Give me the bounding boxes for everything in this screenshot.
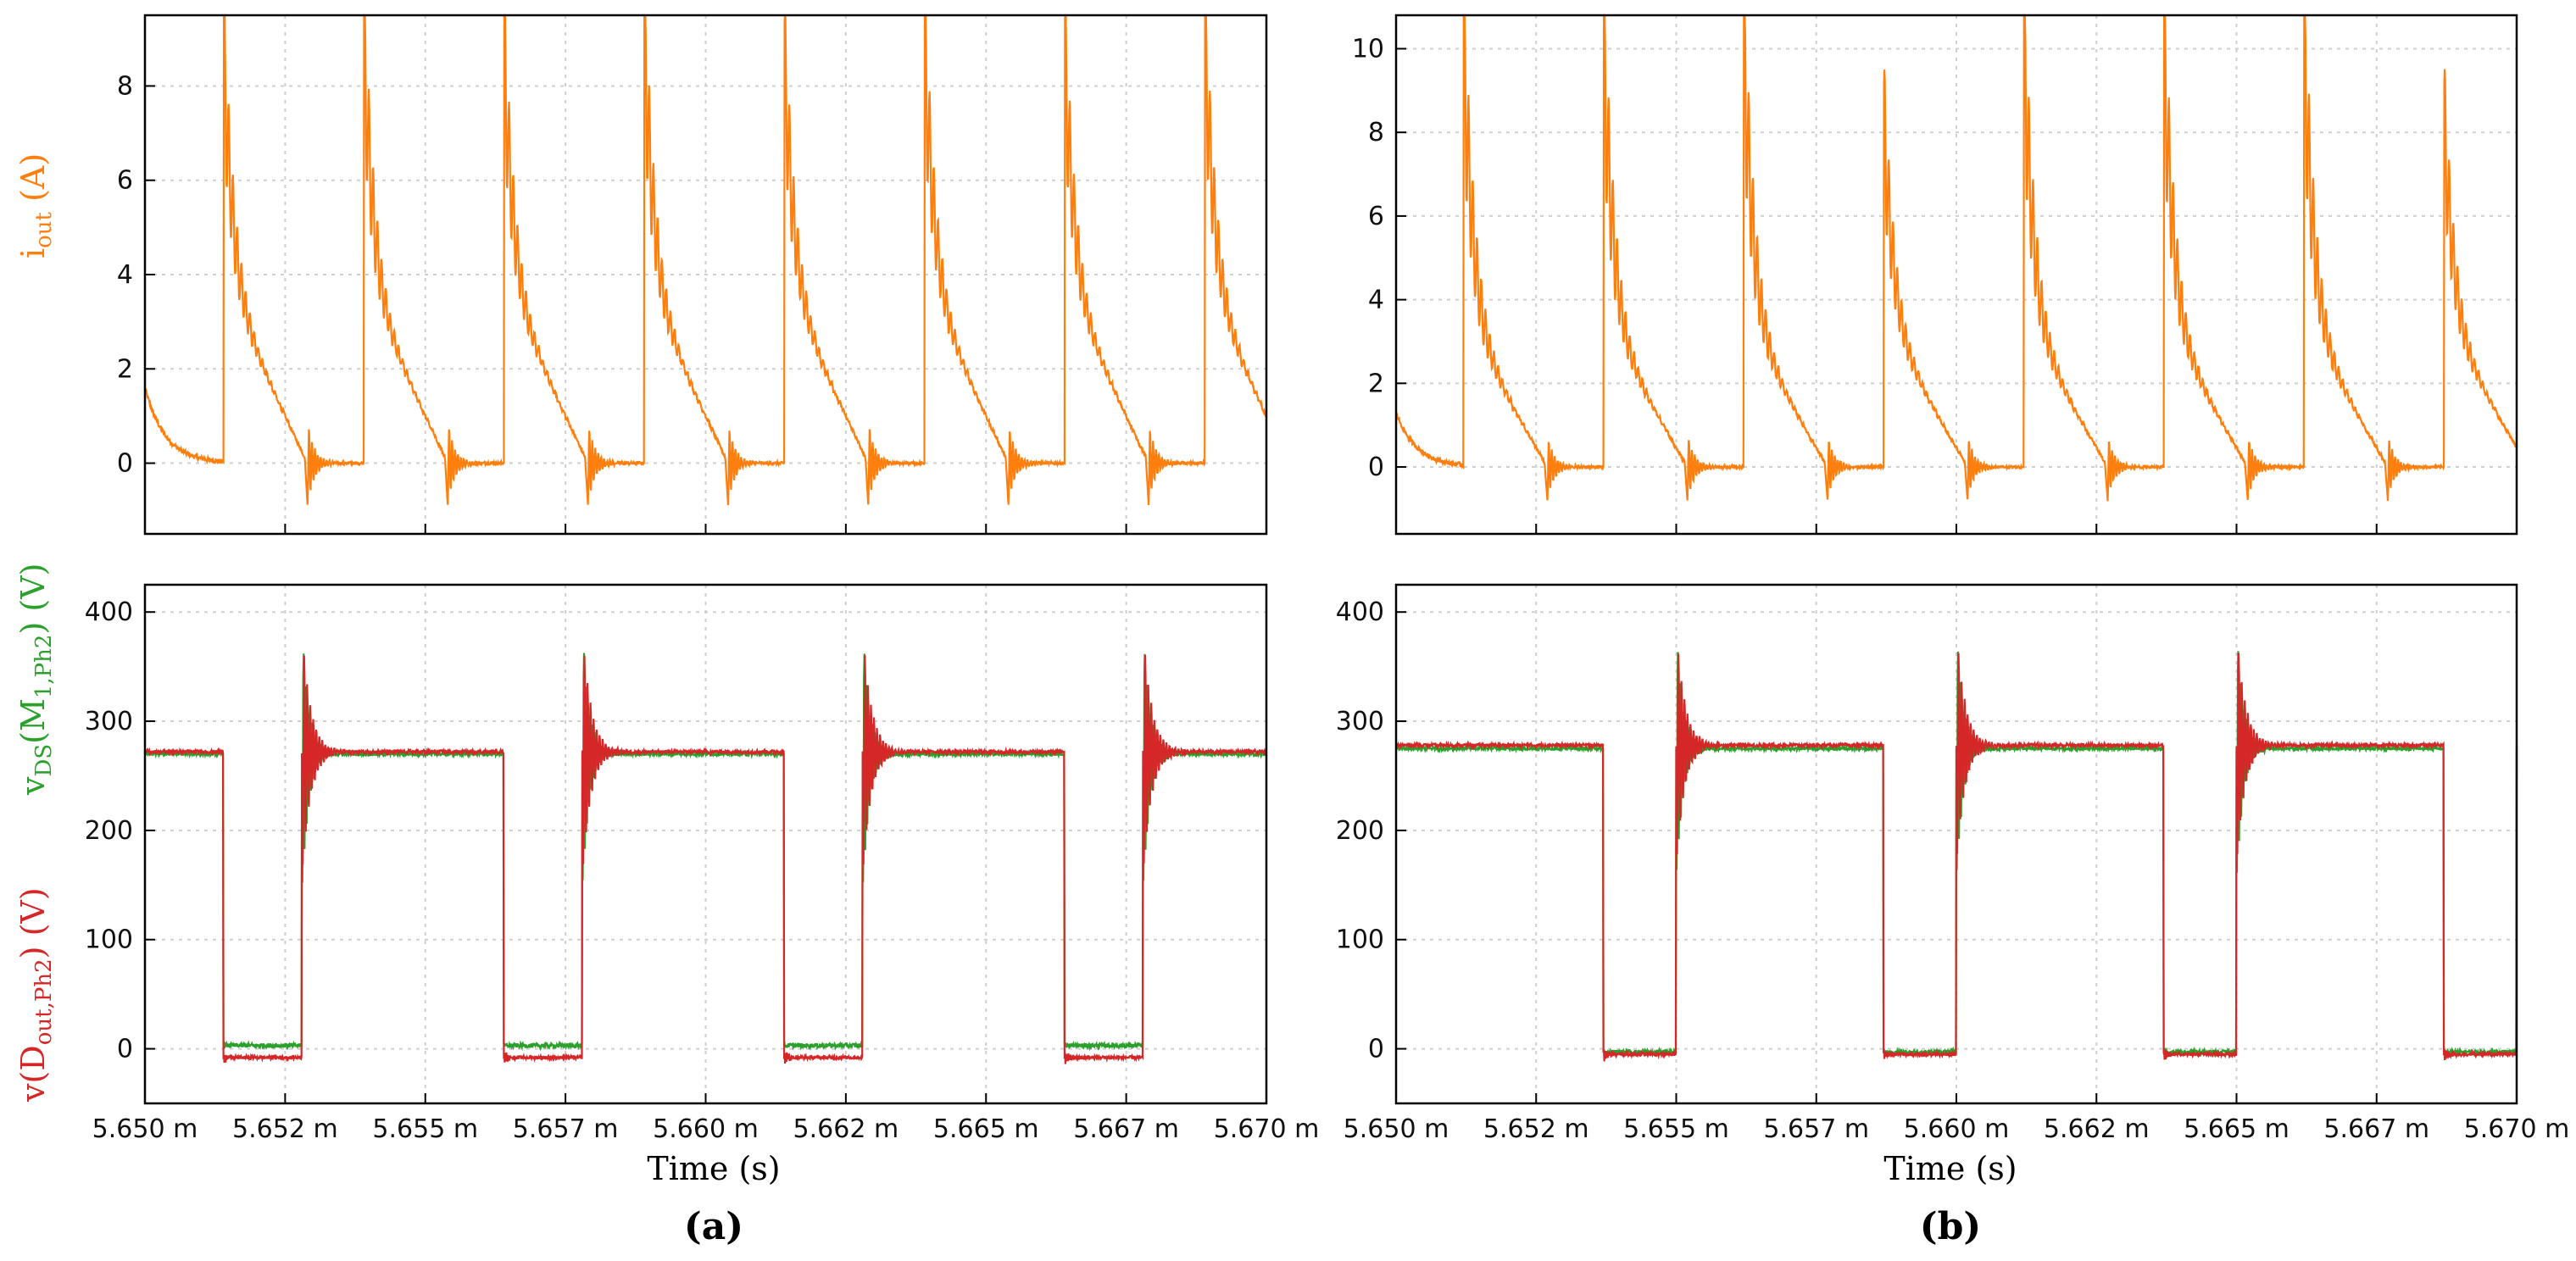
y-tick-label: 0 (117, 449, 133, 479)
bottom-ylabel-red: v(Dout,Ph2) (V) (14, 887, 57, 1103)
y-tick-label: 300 (85, 707, 133, 736)
y-tick-label: 6 (1368, 202, 1384, 231)
chart-panel-3: 0 100 200 300 400 5.650 m 5.652 m 5.655 m 5.657 … (1336, 583, 2570, 1144)
y-tick-label: 0 (117, 1035, 133, 1064)
chart-panel-2: 0 2 4 6 8 10 (1352, 14, 2518, 536)
x-tick-label: 5.650 m (92, 1114, 198, 1144)
x-tick-label: 5.655 m (1623, 1114, 1729, 1144)
panel-label-a: (a) (684, 1205, 743, 1248)
xlabel-a: Time (s) (647, 1150, 780, 1187)
y-tick-label: 400 (1336, 597, 1384, 627)
x-tick-label: 5.655 m (372, 1114, 478, 1144)
y-tick-label: 8 (1368, 118, 1384, 147)
y-tick-label: 200 (85, 816, 133, 846)
x-tick-label: 5.662 m (793, 1114, 899, 1144)
y-tick-label: 400 (85, 597, 133, 627)
top-ylabel: iout (A) (14, 153, 57, 258)
x-tick-label: 5.667 m (2323, 1114, 2429, 1144)
series-vdsm1ph2 (144, 653, 1267, 1052)
x-tick-label: 5.667 m (1073, 1114, 1179, 1144)
x-tick-label: 5.670 m (1214, 1114, 1320, 1144)
y-tick-label: 0 (1368, 453, 1384, 482)
panel-label-b: (b) (1920, 1205, 1981, 1248)
y-tick-label: 100 (85, 925, 133, 955)
chart-panel-1: 0 100 200 300 400 5.650 m 5.652 m 5.655 m 5.657 … (85, 583, 1320, 1144)
series-iout (143, 14, 1268, 506)
x-tick-label: 5.652 m (1483, 1114, 1589, 1144)
series-iout (1394, 14, 2518, 502)
y-tick-label: 2 (117, 354, 133, 384)
y-tick-label: 8 (117, 71, 133, 101)
xlabel-b: Time (s) (1883, 1150, 2017, 1187)
y-tick-label: 2 (1368, 369, 1384, 398)
x-tick-label: 5.662 m (2044, 1114, 2150, 1144)
y-tick-label: 100 (1336, 925, 1384, 955)
x-tick-label: 5.660 m (1904, 1114, 2010, 1144)
chart-panel-0: 0 2 4 6 8 (117, 14, 1268, 536)
series-vdoutph2 (1395, 653, 2518, 1062)
bottom-ylabel-green: vDS(M1,Ph2) (V) (14, 564, 57, 796)
x-tick-label: 5.652 m (232, 1114, 338, 1144)
series-vdoutph2 (143, 654, 1267, 1064)
x-tick-label: 5.650 m (1344, 1114, 1449, 1144)
y-tick-label: 300 (1336, 707, 1384, 736)
y-tick-label: 4 (117, 260, 133, 290)
y-tick-label: 4 (1368, 286, 1384, 315)
y-tick-label: 0 (1368, 1035, 1384, 1064)
x-tick-label: 5.657 m (1763, 1114, 1869, 1144)
x-tick-label: 5.670 m (2464, 1114, 2570, 1144)
x-tick-label: 5.665 m (2184, 1114, 2289, 1144)
y-tick-label: 10 (1352, 34, 1384, 64)
x-tick-label: 5.657 m (513, 1114, 619, 1144)
x-tick-label: 5.665 m (933, 1114, 1039, 1144)
y-tick-label: 200 (1336, 816, 1384, 846)
y-tick-label: 6 (117, 166, 133, 196)
x-tick-label: 5.660 m (653, 1114, 759, 1144)
